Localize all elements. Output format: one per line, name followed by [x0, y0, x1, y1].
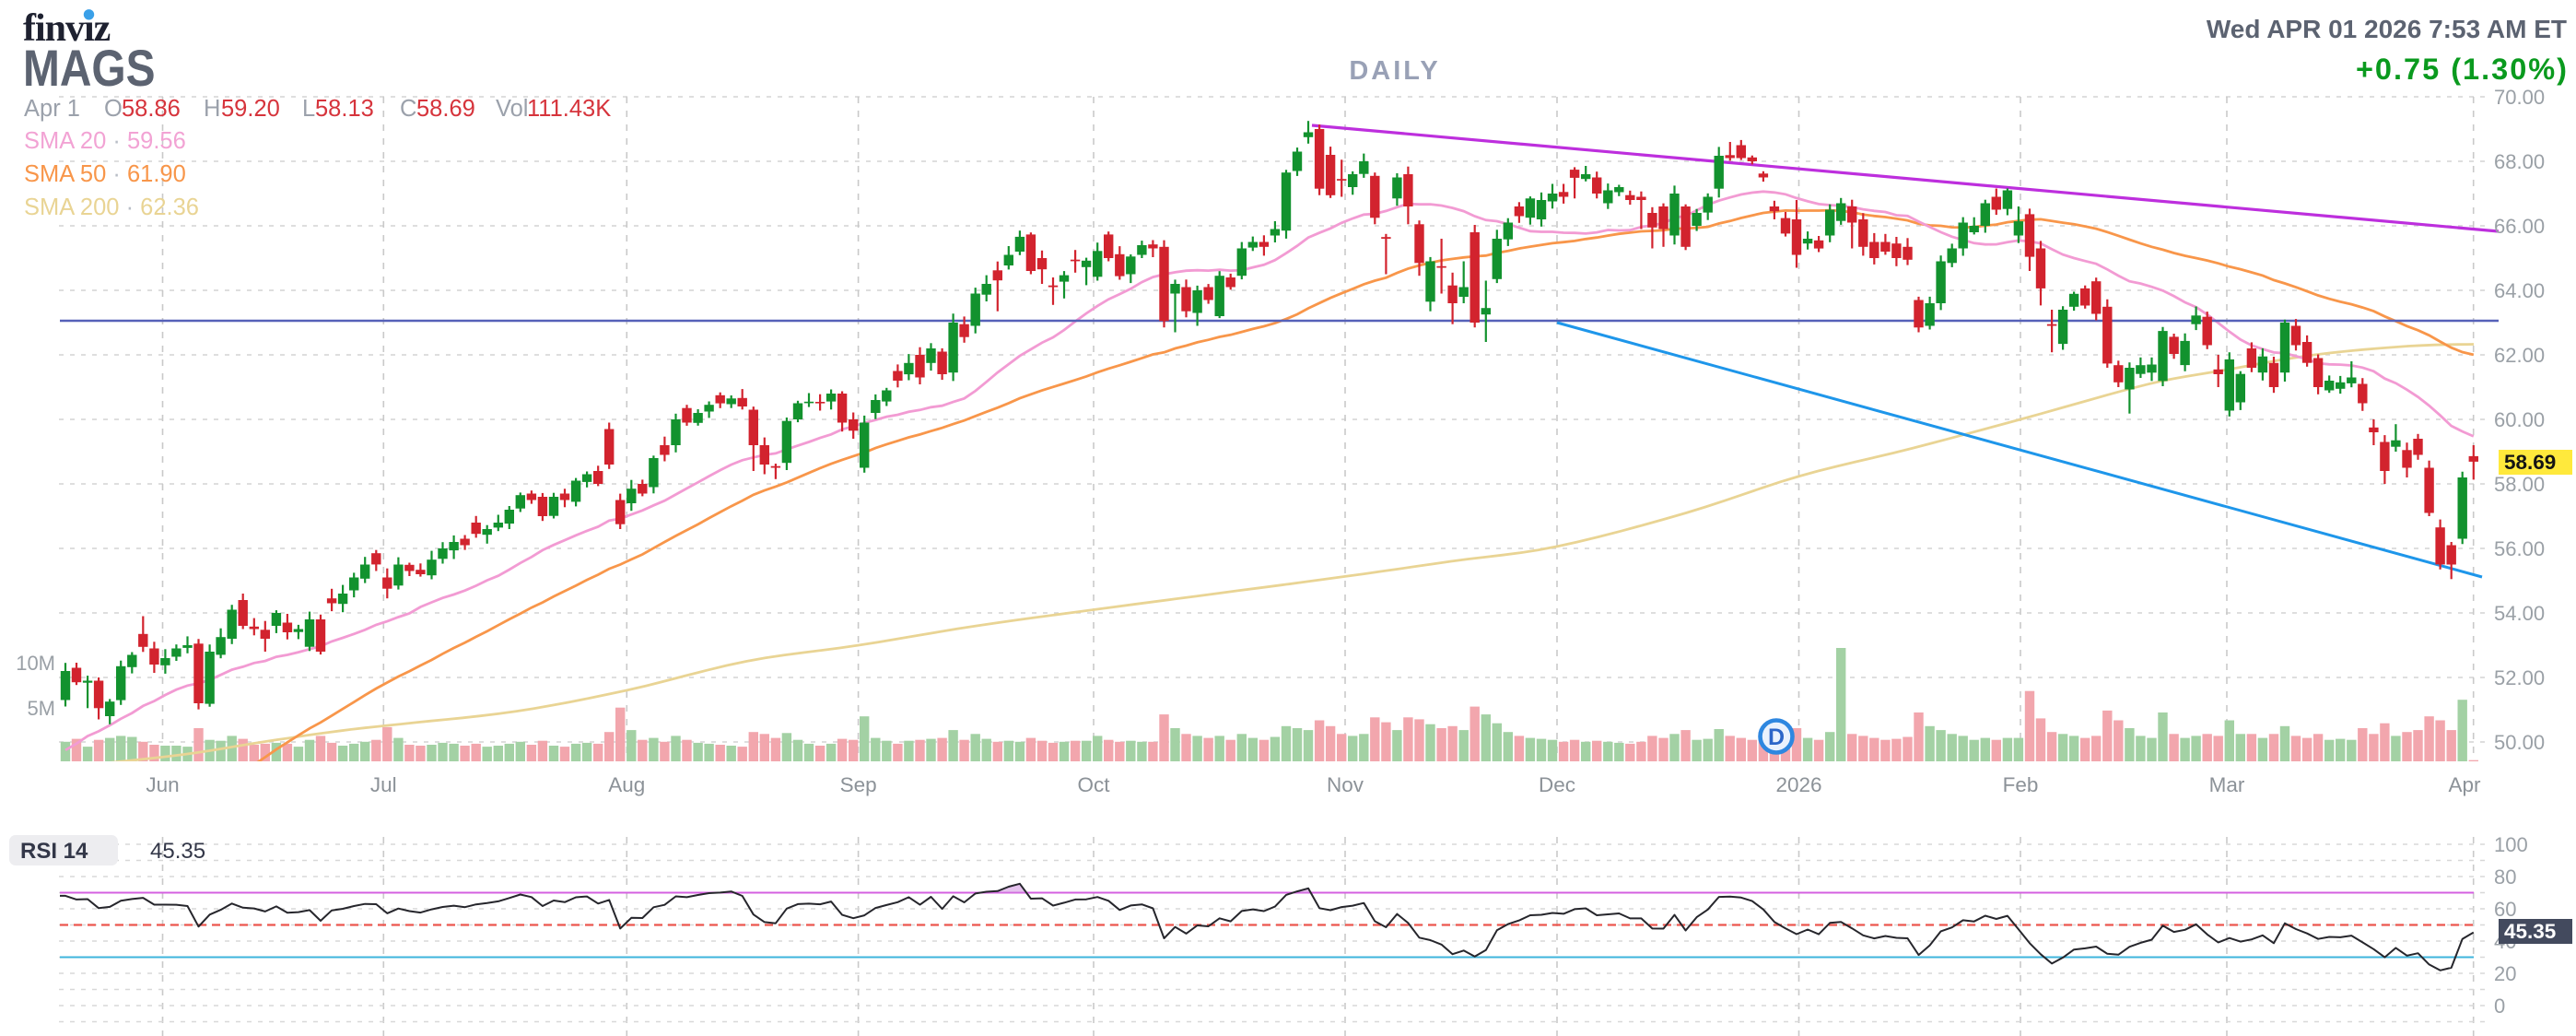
svg-text:Dec: Dec	[1539, 773, 1575, 796]
svg-text:Oct: Oct	[1077, 773, 1110, 796]
svg-text:56.00: 56.00	[2494, 537, 2545, 560]
svg-text:Aug: Aug	[608, 773, 645, 796]
svg-text:L: L	[302, 96, 315, 122]
svg-text:60.00: 60.00	[2494, 408, 2545, 431]
svg-text:64.00: 64.00	[2494, 279, 2545, 302]
svg-text:68.00: 68.00	[2494, 150, 2545, 173]
svg-text:58.69: 58.69	[2504, 451, 2556, 474]
svg-text:H: H	[204, 96, 220, 122]
svg-text:Jul: Jul	[370, 773, 397, 796]
svg-text:58.69: 58.69	[416, 96, 475, 122]
svg-text:59.20: 59.20	[221, 96, 280, 122]
svg-text:Mar: Mar	[2209, 773, 2245, 796]
svg-text:111.43K: 111.43K	[527, 96, 611, 122]
svg-text:2026: 2026	[1775, 773, 1821, 796]
svg-text:SMA 200 · 62.36: SMA 200 · 62.36	[24, 194, 199, 220]
svg-text:Feb: Feb	[2003, 773, 2039, 796]
svg-text:52.00: 52.00	[2494, 666, 2545, 689]
svg-text:50.00: 50.00	[2494, 731, 2545, 754]
svg-text:MAGS: MAGS	[23, 41, 156, 98]
svg-text:Apr 1: Apr 1	[24, 96, 80, 122]
svg-text:80: 80	[2494, 865, 2516, 889]
svg-text:D: D	[1768, 724, 1785, 750]
svg-text:100: 100	[2494, 833, 2528, 856]
svg-text:45.35: 45.35	[150, 839, 205, 864]
svg-text:finviz: finviz	[23, 7, 111, 50]
svg-text:SMA 50 · 61.90: SMA 50 · 61.90	[24, 161, 186, 187]
svg-text:60: 60	[2494, 898, 2516, 921]
svg-text:DAILY: DAILY	[1349, 56, 1440, 86]
svg-text:0: 0	[2494, 995, 2505, 1018]
svg-text:54.00: 54.00	[2494, 602, 2545, 625]
svg-text:58.00: 58.00	[2494, 473, 2545, 496]
svg-text:58.86: 58.86	[122, 96, 181, 122]
svg-text:Apr: Apr	[2448, 773, 2481, 796]
svg-text:Jun: Jun	[146, 773, 179, 796]
svg-text:Nov: Nov	[1327, 773, 1364, 796]
svg-text:10M: 10M	[16, 652, 55, 675]
svg-text:62.00: 62.00	[2494, 344, 2545, 367]
svg-text:Wed APR 01 2026 7:53 AM ET: Wed APR 01 2026 7:53 AM ET	[2207, 15, 2567, 43]
svg-text:RSI 14: RSI 14	[20, 839, 88, 864]
svg-text:5M: 5M	[27, 697, 55, 720]
svg-text:58.13: 58.13	[315, 96, 374, 122]
svg-text:Sep: Sep	[840, 773, 877, 796]
svg-text:66.00: 66.00	[2494, 215, 2545, 238]
svg-text:+0.75 (1.30%): +0.75 (1.30%)	[2356, 53, 2569, 86]
svg-text:20: 20	[2494, 962, 2516, 985]
svg-text:Vol: Vol	[496, 96, 528, 122]
svg-text:70.00: 70.00	[2494, 86, 2545, 109]
svg-text:45.35: 45.35	[2504, 920, 2556, 943]
svg-text:SMA 20 · 59.56: SMA 20 · 59.56	[24, 128, 186, 154]
svg-text:C: C	[400, 96, 416, 122]
svg-text:O: O	[104, 96, 123, 122]
